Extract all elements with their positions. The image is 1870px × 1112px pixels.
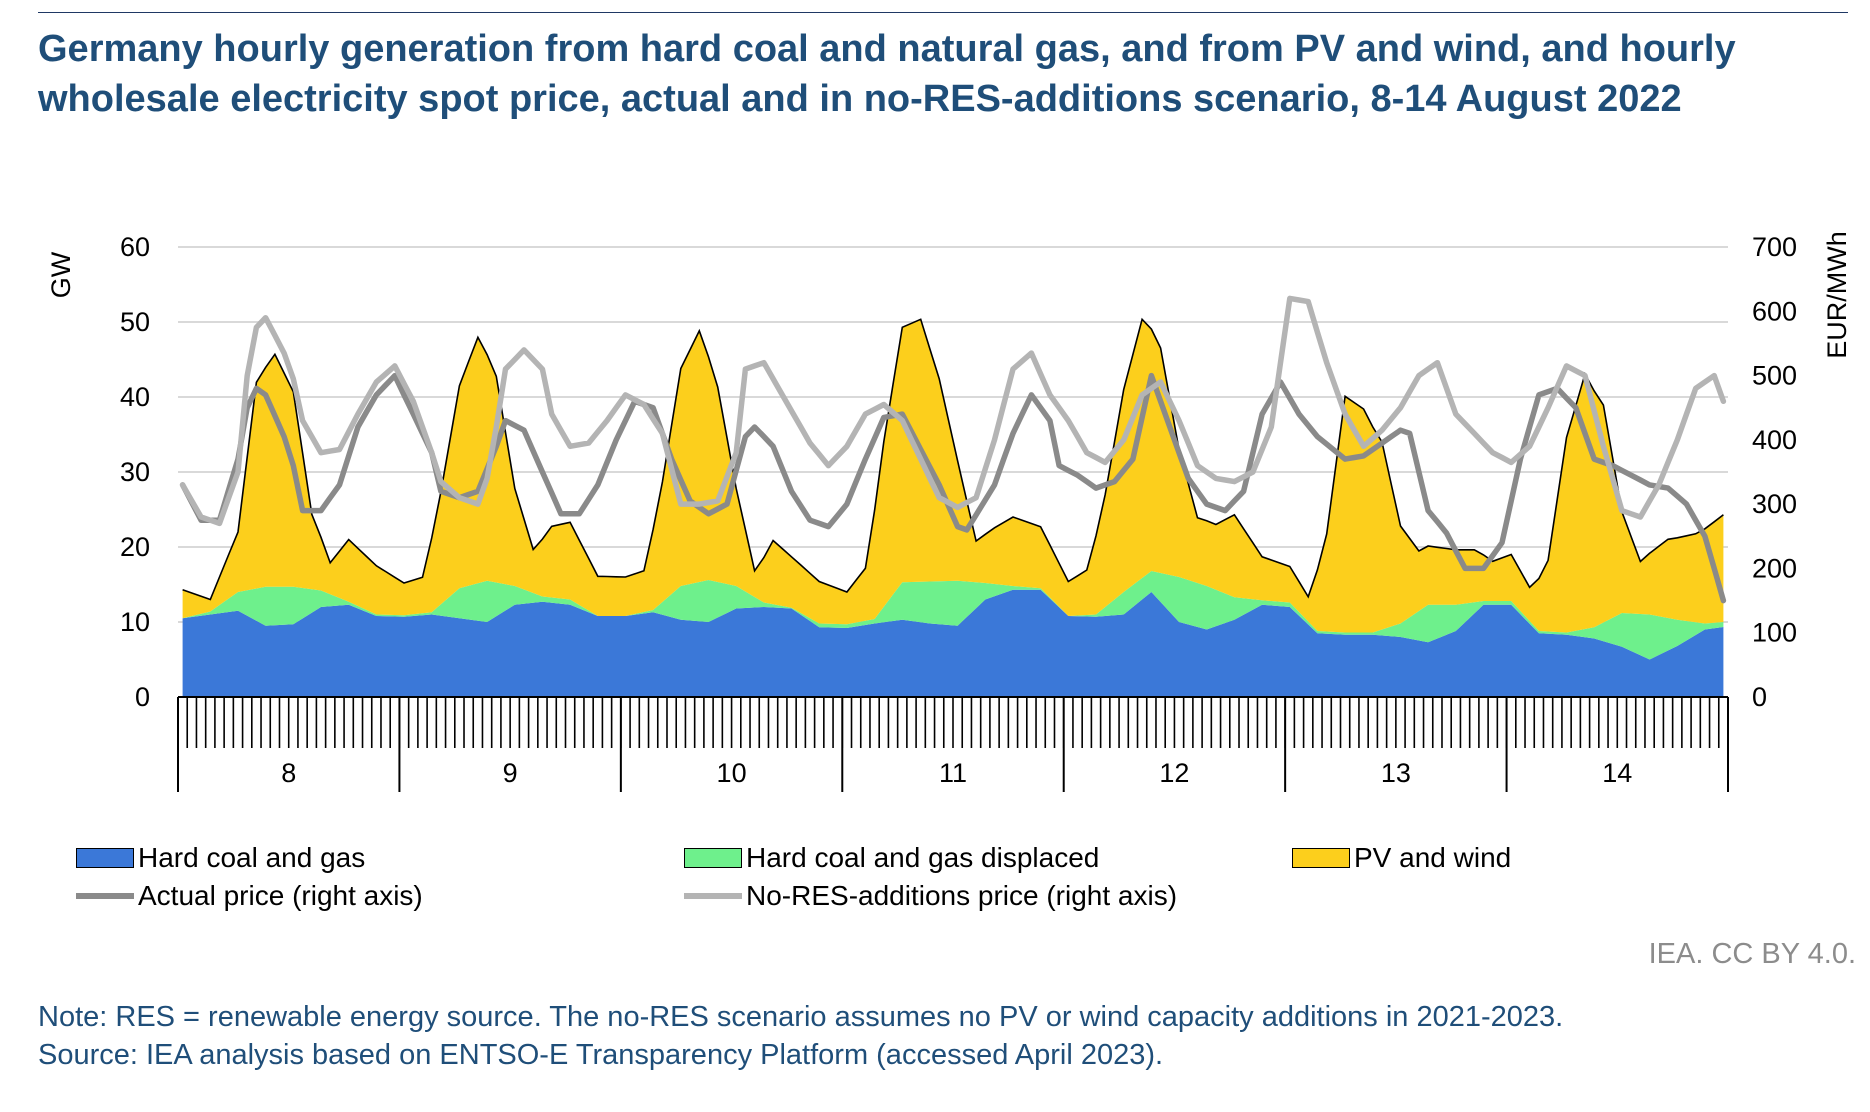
legend-label-pv-wind: PV and wind	[1354, 842, 1512, 873]
note-text: Note: RES = renewable energy source. The…	[38, 1001, 1564, 1033]
legend-item-pv-wind: PV and wind	[1292, 842, 1511, 874]
legend-swatch-nores-price	[684, 893, 742, 899]
y2-tick-label: 200	[1752, 553, 1797, 583]
x-day-label: 9	[503, 758, 518, 788]
legend-item-nores-price: No-RES-additions price (right axis)	[684, 880, 1177, 912]
legend-swatch-displaced	[684, 848, 742, 868]
stacked-areas	[182, 317, 1724, 697]
y-tick-label: 40	[120, 382, 150, 412]
x-day-label: 8	[281, 758, 296, 788]
chart-title: Germany hourly generation from hard coal…	[38, 28, 1736, 120]
legend-swatch-actual-price	[76, 893, 134, 899]
legend-label-displaced: Hard coal and gas displaced	[746, 842, 1100, 873]
x-day-label: 13	[1381, 758, 1411, 788]
legend-label-nores-price: No-RES-additions price (right axis)	[746, 880, 1178, 911]
y2-tick-label: 400	[1752, 425, 1797, 455]
y2-axis-label: EUR/MWh	[1822, 231, 1852, 359]
y2-tick-label: 0	[1752, 682, 1767, 712]
y2-tick-label: 100	[1752, 618, 1797, 648]
legend-label-actual-price: Actual price (right axis)	[138, 880, 423, 911]
credit-text: IEA. CC BY 4.0.	[1648, 938, 1856, 970]
y-tick-label: 60	[120, 232, 150, 262]
legend-swatch-coal-gas	[76, 848, 134, 868]
legend-item-coal-gas: Hard coal and gas	[76, 842, 365, 874]
y-tick-label: 20	[120, 532, 150, 562]
y-tick-label: 30	[120, 457, 150, 487]
line-actual-price	[179, 372, 1727, 604]
area-hard-coal-gas	[182, 589, 1724, 697]
top-rule	[38, 12, 1848, 13]
note-block: Note: RES = renewable energy source. The…	[38, 998, 1563, 1074]
price-lines	[179, 295, 1727, 604]
legend-label-coal-gas: Hard coal and gas	[138, 842, 366, 873]
area-pv-wind-outline	[182, 317, 1724, 601]
y-tick-label: 50	[120, 307, 150, 337]
x-day-label: 10	[717, 758, 747, 788]
x-day-label: 11	[939, 758, 967, 788]
legend-item-displaced: Hard coal and gas displaced	[684, 842, 1099, 874]
x-day-label: 14	[1602, 758, 1632, 788]
area-pv-wind	[182, 319, 1724, 633]
x-day-label: 12	[1159, 758, 1189, 788]
y2-tick-label: 600	[1752, 296, 1797, 326]
area-displaced	[182, 571, 1724, 660]
y2-tick-label: 300	[1752, 489, 1797, 519]
y2-tick-label: 700	[1752, 232, 1797, 262]
legend-swatch-pv-wind	[1292, 848, 1350, 868]
source-text: Source: IEA analysis based on ENTSO-E Tr…	[38, 1039, 1164, 1071]
legend-item-actual-price: Actual price (right axis)	[76, 880, 423, 912]
y-axis-label: GW	[46, 251, 76, 298]
y-tick-label: 10	[120, 607, 150, 637]
y-tick-label: 0	[135, 682, 150, 712]
line-nores-price	[179, 295, 1727, 527]
y2-tick-label: 500	[1752, 361, 1797, 391]
